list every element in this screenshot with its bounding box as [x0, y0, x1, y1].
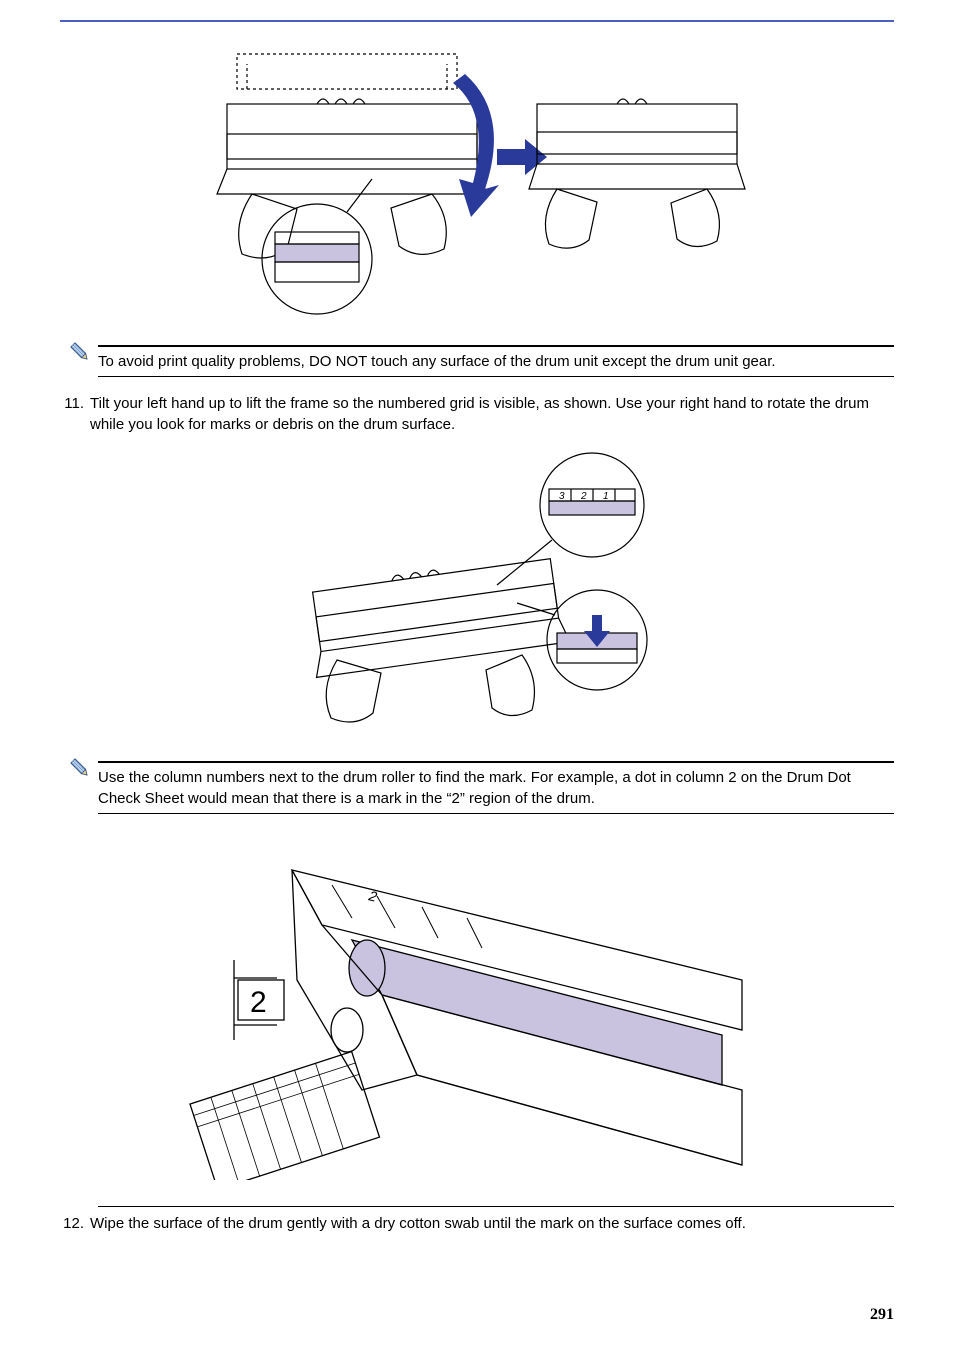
- svg-text:3: 3: [559, 491, 565, 502]
- pencil-note-icon: [68, 756, 92, 780]
- note-avoid-touch: To avoid print quality problems, DO NOT …: [98, 345, 894, 377]
- svg-text:2: 2: [366, 887, 379, 905]
- step-text: Tilt your left hand up to lift the frame…: [90, 393, 894, 435]
- step-12: 12. Wipe the surface of the drum gently …: [60, 1213, 894, 1234]
- callout-label-2: 2: [250, 986, 267, 1019]
- figure-tilt-grid-svg: 3 2 1: [287, 445, 667, 735]
- note-text: Use the column numbers next to the drum …: [98, 765, 894, 811]
- step-number: 11.: [60, 393, 90, 435]
- step-number: 12.: [60, 1213, 90, 1234]
- page-number: 291: [870, 1304, 894, 1326]
- figure-drum-rotate: [60, 34, 894, 325]
- figure-column-2: 2: [60, 830, 894, 1186]
- page-top-rule: [60, 20, 894, 22]
- pencil-note-icon: [68, 340, 92, 364]
- figure-column-2-svg: 2: [182, 830, 772, 1180]
- note-text: To avoid print quality problems, DO NOT …: [98, 349, 894, 374]
- separator-rule: [98, 1206, 894, 1207]
- note-column-numbers: Use the column numbers next to the drum …: [98, 761, 894, 814]
- figure-tilt-grid: 3 2 1: [60, 445, 894, 741]
- svg-text:1: 1: [603, 491, 609, 502]
- step-11: 11. Tilt your left hand up to lift the f…: [60, 393, 894, 435]
- step-text: Wipe the surface of the drum gently with…: [90, 1213, 894, 1234]
- figure-drum-rotate-svg: [197, 34, 757, 319]
- svg-text:2: 2: [580, 491, 587, 502]
